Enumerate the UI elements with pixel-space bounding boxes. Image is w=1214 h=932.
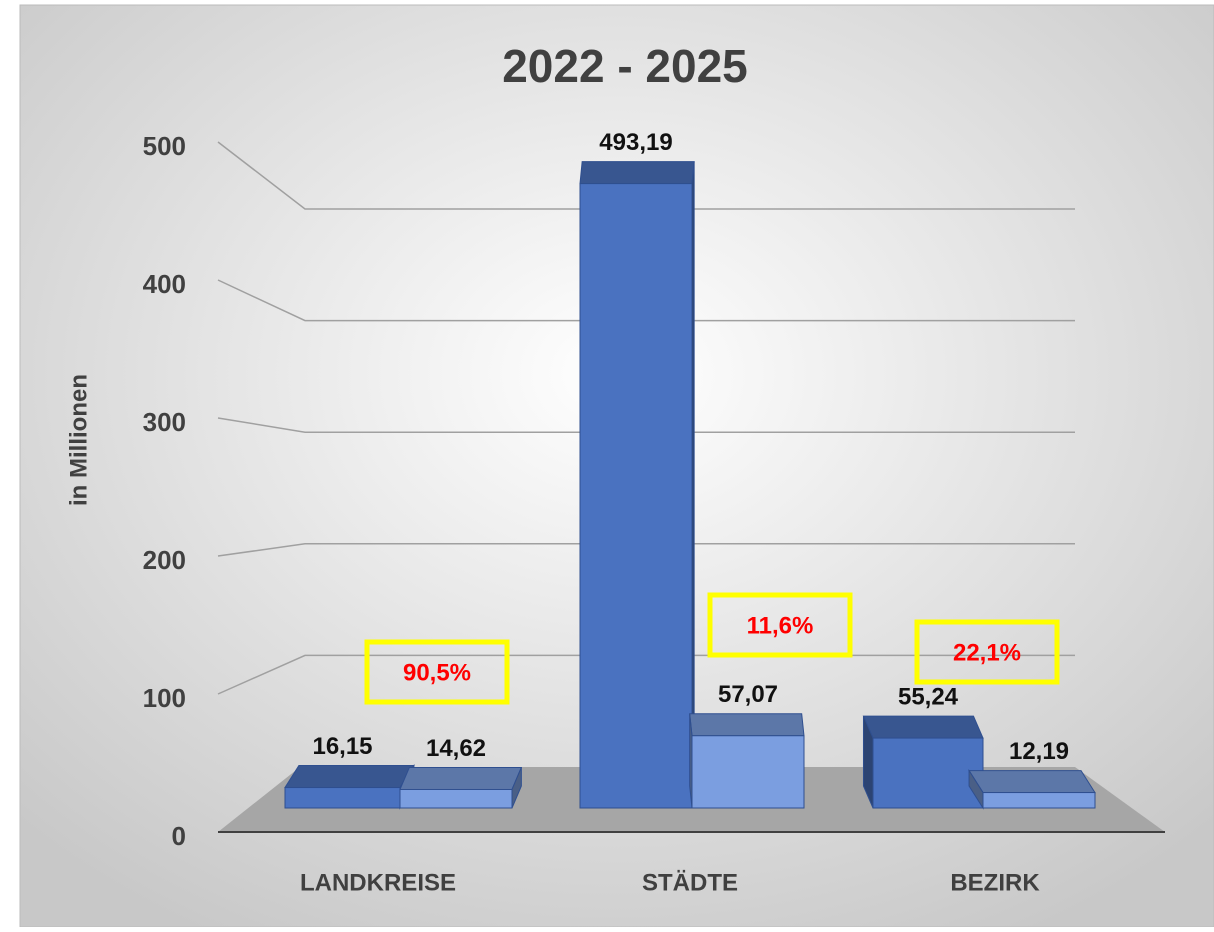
- bar: [579, 183, 693, 809]
- bar: [872, 737, 984, 809]
- bar-top: [579, 161, 695, 185]
- y-axis-label: in Millionen: [65, 374, 92, 506]
- x-tick-label: LANDKREISE: [300, 869, 456, 896]
- bar-top: [968, 770, 1096, 794]
- annotation: 11,6%: [747, 612, 814, 639]
- bar: [399, 788, 513, 809]
- bar-top: [399, 766, 523, 790]
- annotation: 90,5%: [403, 659, 471, 686]
- bar: [982, 792, 1096, 809]
- data-label: 57,07: [718, 681, 778, 708]
- bar: [284, 787, 401, 809]
- y-tick-label: 0: [172, 821, 186, 851]
- y-tick-label: 300: [143, 407, 186, 437]
- y-tick-label: 100: [143, 683, 186, 713]
- y-tick-label: 500: [143, 131, 186, 161]
- y-tick-label: 400: [143, 269, 186, 299]
- grid-line: [217, 279, 1075, 322]
- bar-top: [284, 765, 415, 789]
- annotation-box: [364, 639, 510, 705]
- bar-top: [862, 715, 984, 739]
- annotation: 22,1%: [953, 639, 1021, 666]
- grid-line: [217, 543, 1075, 557]
- chart-title: 2022 - 2025: [502, 40, 748, 92]
- data-label: 55,24: [898, 683, 959, 710]
- x-tick-label: STÄDTE: [642, 869, 738, 896]
- data-label: 493,19: [599, 129, 672, 156]
- data-label: 16,15: [312, 733, 372, 760]
- annotation-box: [707, 592, 853, 658]
- x-tick-label: BEZIRK: [950, 869, 1040, 896]
- annotation-box: [914, 619, 1060, 685]
- data-label: 14,62: [426, 735, 486, 762]
- grid-line: [217, 141, 1075, 210]
- grid-line: [217, 417, 1075, 433]
- bar-top: [689, 713, 805, 737]
- bar: [691, 735, 805, 809]
- data-label: 12,19: [1009, 738, 1069, 765]
- y-tick-label: 200: [143, 545, 186, 575]
